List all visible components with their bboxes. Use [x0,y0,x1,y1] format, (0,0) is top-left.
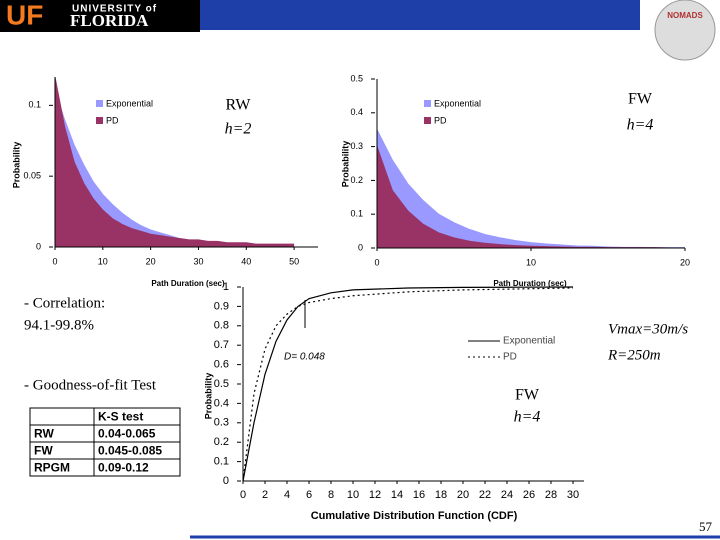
x-tick-label: 26 [523,489,535,501]
legend-label: Exponential [434,98,481,108]
table-header: K-S test [98,410,143,424]
y-tick-label: 0.3 [214,417,229,429]
annotation: FW [628,91,653,108]
x-tick-label: 16 [413,489,425,501]
cdf-line [242,286,574,482]
annotation: D= 0.048 [284,352,325,363]
page-number: 57 [699,519,713,534]
x-tick-label: 40 [241,256,251,266]
annotation: RW [226,97,252,114]
x-tick-label: 28 [545,489,557,501]
legend-label: PD [434,115,447,125]
note: Vmax=30m/s [608,321,688,337]
table-cell: FW [34,444,53,458]
x-tick-label: 22 [479,489,491,501]
area-fill [55,77,295,247]
note: - Goodness-of-fit Test [24,377,157,393]
legend-swatch [424,100,431,107]
y-tick-label: 0.6 [214,359,229,371]
logo-initials: UF [6,0,43,30]
x-tick-label: 18 [435,489,447,501]
area-fill [377,146,685,248]
legend-label: PD [106,115,119,125]
note: 94.1-99.8% [24,317,94,333]
chart-title: Cumulative Distribution Function (CDF) [311,510,518,522]
x-tick-label: 20 [146,256,156,266]
area-line [54,76,295,245]
y-tick-label: 0.2 [350,175,363,185]
y-tick-label: 0 [358,242,363,252]
x-tick-label: 20 [680,257,690,267]
legend-swatch [96,117,103,124]
x-tick-label: 2 [262,489,268,501]
annotation: h=4 [514,409,541,426]
table-cell: 0.045-0.085 [98,444,162,458]
cdf-line [242,287,574,482]
x-tick-label: 50 [289,256,299,266]
y-axis-label: Probability [11,142,21,189]
logo-university: UNIVERSITY of [72,4,157,15]
table-cell: RPGM [34,461,70,475]
logo-box [0,0,200,32]
y-tick-label: 0 [36,241,41,251]
x-tick-label: 4 [284,489,290,501]
y-tick-label: 0.8 [214,320,229,332]
x-tick-label: 6 [306,489,312,501]
x-tick-label: 24 [501,489,513,501]
y-tick-label: 0.4 [214,397,229,409]
y-tick-label: 0.5 [350,73,363,83]
y-tick-label: 0.1 [28,100,41,110]
x-axis-label: Path Duration (sec) [151,279,225,288]
annotation: FW [515,387,540,404]
y-tick-label: 0.9 [214,300,229,312]
legend-label: Exponential [106,98,153,108]
x-tick-label: 30 [193,256,203,266]
legend-label: Exponential [503,336,555,347]
y-tick-label: 0.7 [214,339,229,351]
table-cell: 0.09-0.12 [98,461,149,475]
y-tick-label: 0.05 [23,171,41,181]
x-tick-label: 10 [526,257,536,267]
annotation: h=4 [627,117,654,134]
y-tick-label: 0.5 [214,378,229,390]
legend-label: PD [503,352,517,363]
logo-name: FLORIDA [70,11,149,30]
badge-circle [654,0,716,61]
y-tick-label: 1 [223,281,229,293]
x-tick-label: 10 [347,489,359,501]
x-tick-label: 0 [52,256,57,266]
x-tick-label: 14 [391,489,403,501]
legend-swatch [96,100,103,107]
y-tick-label: 0.2 [214,436,229,448]
x-tick-label: 30 [567,489,579,501]
note: - Correlation: [24,295,105,311]
y-tick-label: 0.3 [350,141,363,151]
x-tick-label: 12 [369,489,381,501]
legend-swatch [424,117,431,124]
area-fill [55,91,295,248]
y-tick-label: 0 [223,475,229,487]
y-axis-label: Probability [340,141,350,188]
badge-text: NOMADS [667,11,703,20]
x-axis-label: Path Duration (sec) [493,279,567,288]
y-axis-label: Probability [203,373,213,420]
y-tick-label: 0.1 [350,209,363,219]
x-tick-label: 0 [374,257,379,267]
annotation: h=2 [225,121,252,138]
x-tick-label: 8 [328,489,334,501]
y-tick-label: 0.4 [350,107,363,117]
note: R=250m [607,347,661,363]
y-tick-label: 0.1 [214,456,229,468]
table-cell: RW [34,427,54,441]
x-tick-label: 20 [457,489,469,501]
x-tick-label: 10 [98,256,108,266]
table-cell: 0.04-0.065 [98,427,156,441]
x-tick-label: 0 [240,489,246,501]
